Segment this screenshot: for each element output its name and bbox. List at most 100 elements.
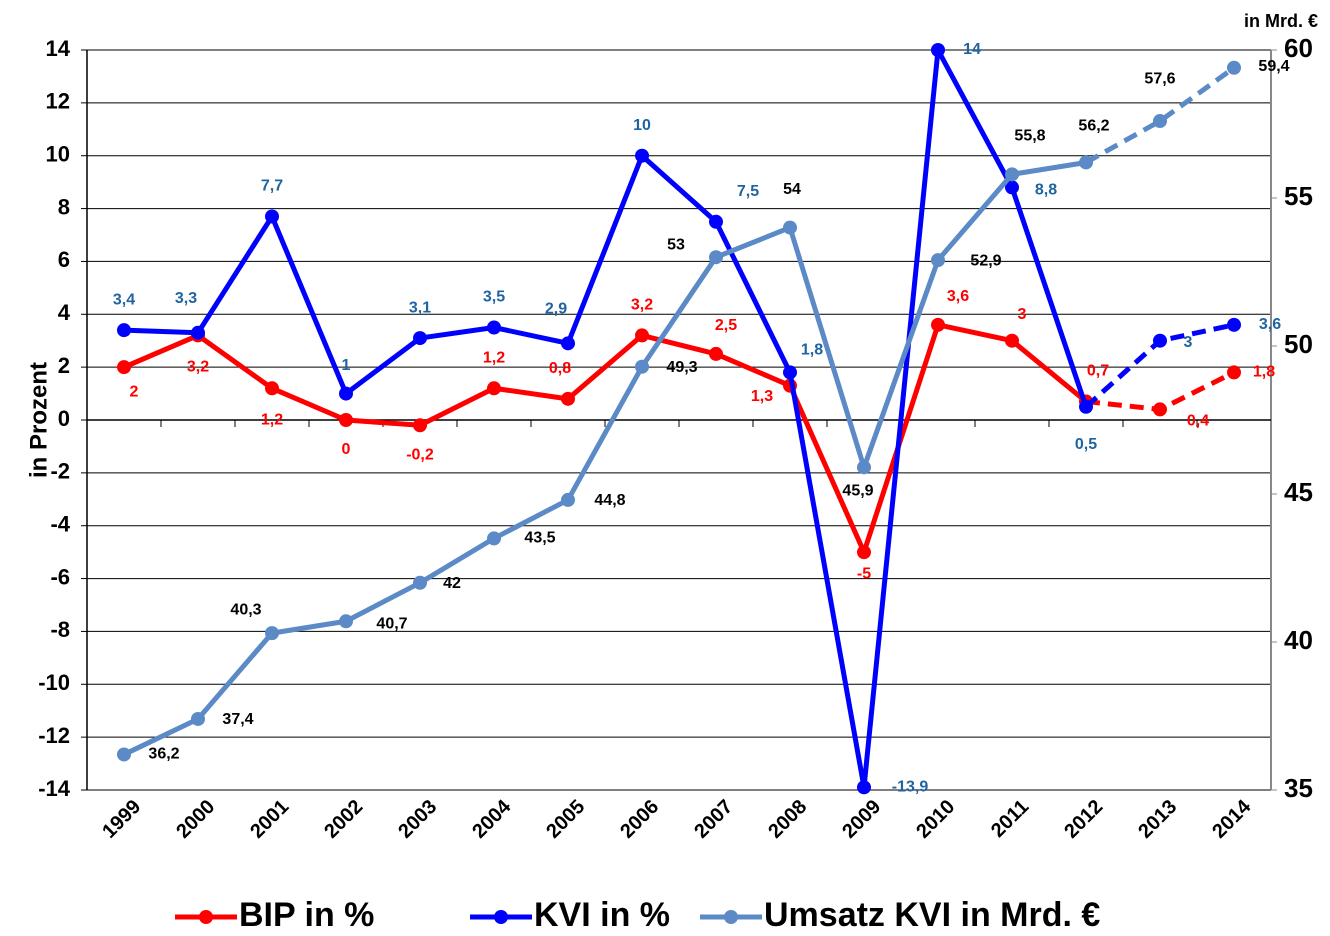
point (1079, 399, 1093, 414)
y2-tick-label: 40 (1284, 625, 1313, 655)
point (265, 626, 279, 641)
data-label: 2 (130, 383, 139, 400)
point (857, 460, 871, 475)
point (635, 359, 649, 374)
data-label: 7,7 (261, 178, 283, 195)
data-label: 3 (1018, 306, 1027, 323)
point (191, 325, 205, 340)
point (117, 747, 131, 762)
point (931, 253, 945, 268)
legend-marker (724, 910, 738, 924)
series-line (123, 47, 1089, 790)
x-tick-label: 1999 (98, 796, 145, 843)
y2-tick-label: 35 (1284, 773, 1313, 803)
point (1153, 402, 1167, 417)
y-tick-label: 4 (58, 300, 71, 325)
point (561, 492, 575, 507)
data-label: 42 (443, 575, 461, 592)
point (1079, 155, 1093, 170)
data-label: 44,8 (594, 492, 625, 509)
x-tick-label: 2001 (246, 796, 293, 843)
series-line (122, 160, 1087, 757)
y-tick-label: -8 (50, 617, 70, 642)
data-label: 1,2 (483, 350, 505, 367)
point (339, 413, 353, 427)
point (931, 43, 945, 57)
data-label: 36,2 (148, 746, 179, 763)
series-line (1084, 65, 1236, 165)
y-tick-label: -4 (50, 512, 70, 537)
y2-tick-label: 55 (1284, 181, 1313, 211)
x-tick-label: 2010 (912, 796, 959, 843)
y2-tick-label: 45 (1284, 477, 1313, 507)
point (709, 250, 723, 265)
data-label: 3,6 (947, 288, 969, 305)
x-tick-label: 2005 (542, 796, 589, 843)
data-label: 2,9 (545, 301, 567, 318)
point (487, 320, 501, 335)
data-label: 3,6 (1259, 316, 1281, 333)
point (339, 614, 353, 629)
point (635, 328, 649, 343)
point (709, 214, 723, 229)
x-tick-label: 2007 (690, 796, 737, 843)
y-tick-label: -10 (38, 670, 70, 695)
data-label: 3,2 (631, 297, 653, 314)
data-label: 40,3 (230, 601, 261, 618)
data-label: 14 (963, 41, 981, 58)
point (857, 780, 871, 795)
data-label: 1,8 (801, 342, 823, 359)
data-label: 2,5 (715, 317, 737, 334)
point (931, 317, 945, 332)
data-label: 54 (783, 181, 801, 198)
data-label: 3 (1184, 334, 1193, 351)
y-tick-label: 14 (46, 36, 71, 61)
point (1227, 317, 1241, 332)
data-label: 49,3 (666, 359, 697, 376)
legend-label: Umsatz KVI in Mrd. € (764, 896, 1100, 934)
point (339, 386, 353, 401)
x-tick-label: 2003 (394, 796, 441, 843)
y-tick-label: 2 (58, 353, 70, 378)
point (561, 391, 575, 406)
y-tick-label: 12 (46, 89, 70, 114)
legend-label: BIP in % (239, 896, 374, 934)
point (1153, 333, 1167, 348)
point (265, 209, 279, 224)
data-label: 7,5 (737, 183, 759, 200)
data-label: 0,8 (549, 360, 571, 377)
y-tick-label: -14 (38, 776, 71, 801)
data-label: 55,8 (1014, 128, 1045, 145)
x-tick-label: 2009 (838, 796, 885, 843)
y-tick-label: -12 (38, 723, 70, 748)
data-label: -0,2 (406, 447, 434, 464)
point (635, 148, 649, 163)
y2-tick-label: 50 (1284, 329, 1313, 359)
point (1227, 60, 1241, 75)
x-tick-label: 2004 (468, 795, 516, 843)
x-tick-label: 2008 (764, 796, 811, 843)
x-tick-label: 2006 (616, 796, 663, 843)
y2-axis-label: in Mrd. € (1244, 11, 1318, 31)
data-label: 0,7 (1087, 363, 1109, 380)
data-label: 3,5 (483, 289, 505, 306)
data-label: 3,2 (187, 359, 209, 376)
point (1005, 167, 1019, 182)
point (1005, 333, 1019, 348)
point (709, 346, 723, 361)
data-label: 1,2 (261, 412, 283, 429)
y-tick-label: -6 (50, 564, 70, 589)
y-tick-label: -2 (50, 459, 70, 484)
point (413, 418, 427, 433)
data-label: 43,5 (524, 530, 555, 547)
legend-marker (494, 910, 508, 924)
x-tick-label: 2014 (1208, 795, 1256, 843)
y-tick-label: 0 (58, 406, 70, 431)
point (487, 531, 501, 546)
data-label: 1 (342, 357, 351, 374)
point (783, 365, 797, 380)
data-label: 0 (342, 441, 351, 458)
data-label: 3,3 (175, 290, 197, 307)
legend-marker (199, 910, 213, 924)
